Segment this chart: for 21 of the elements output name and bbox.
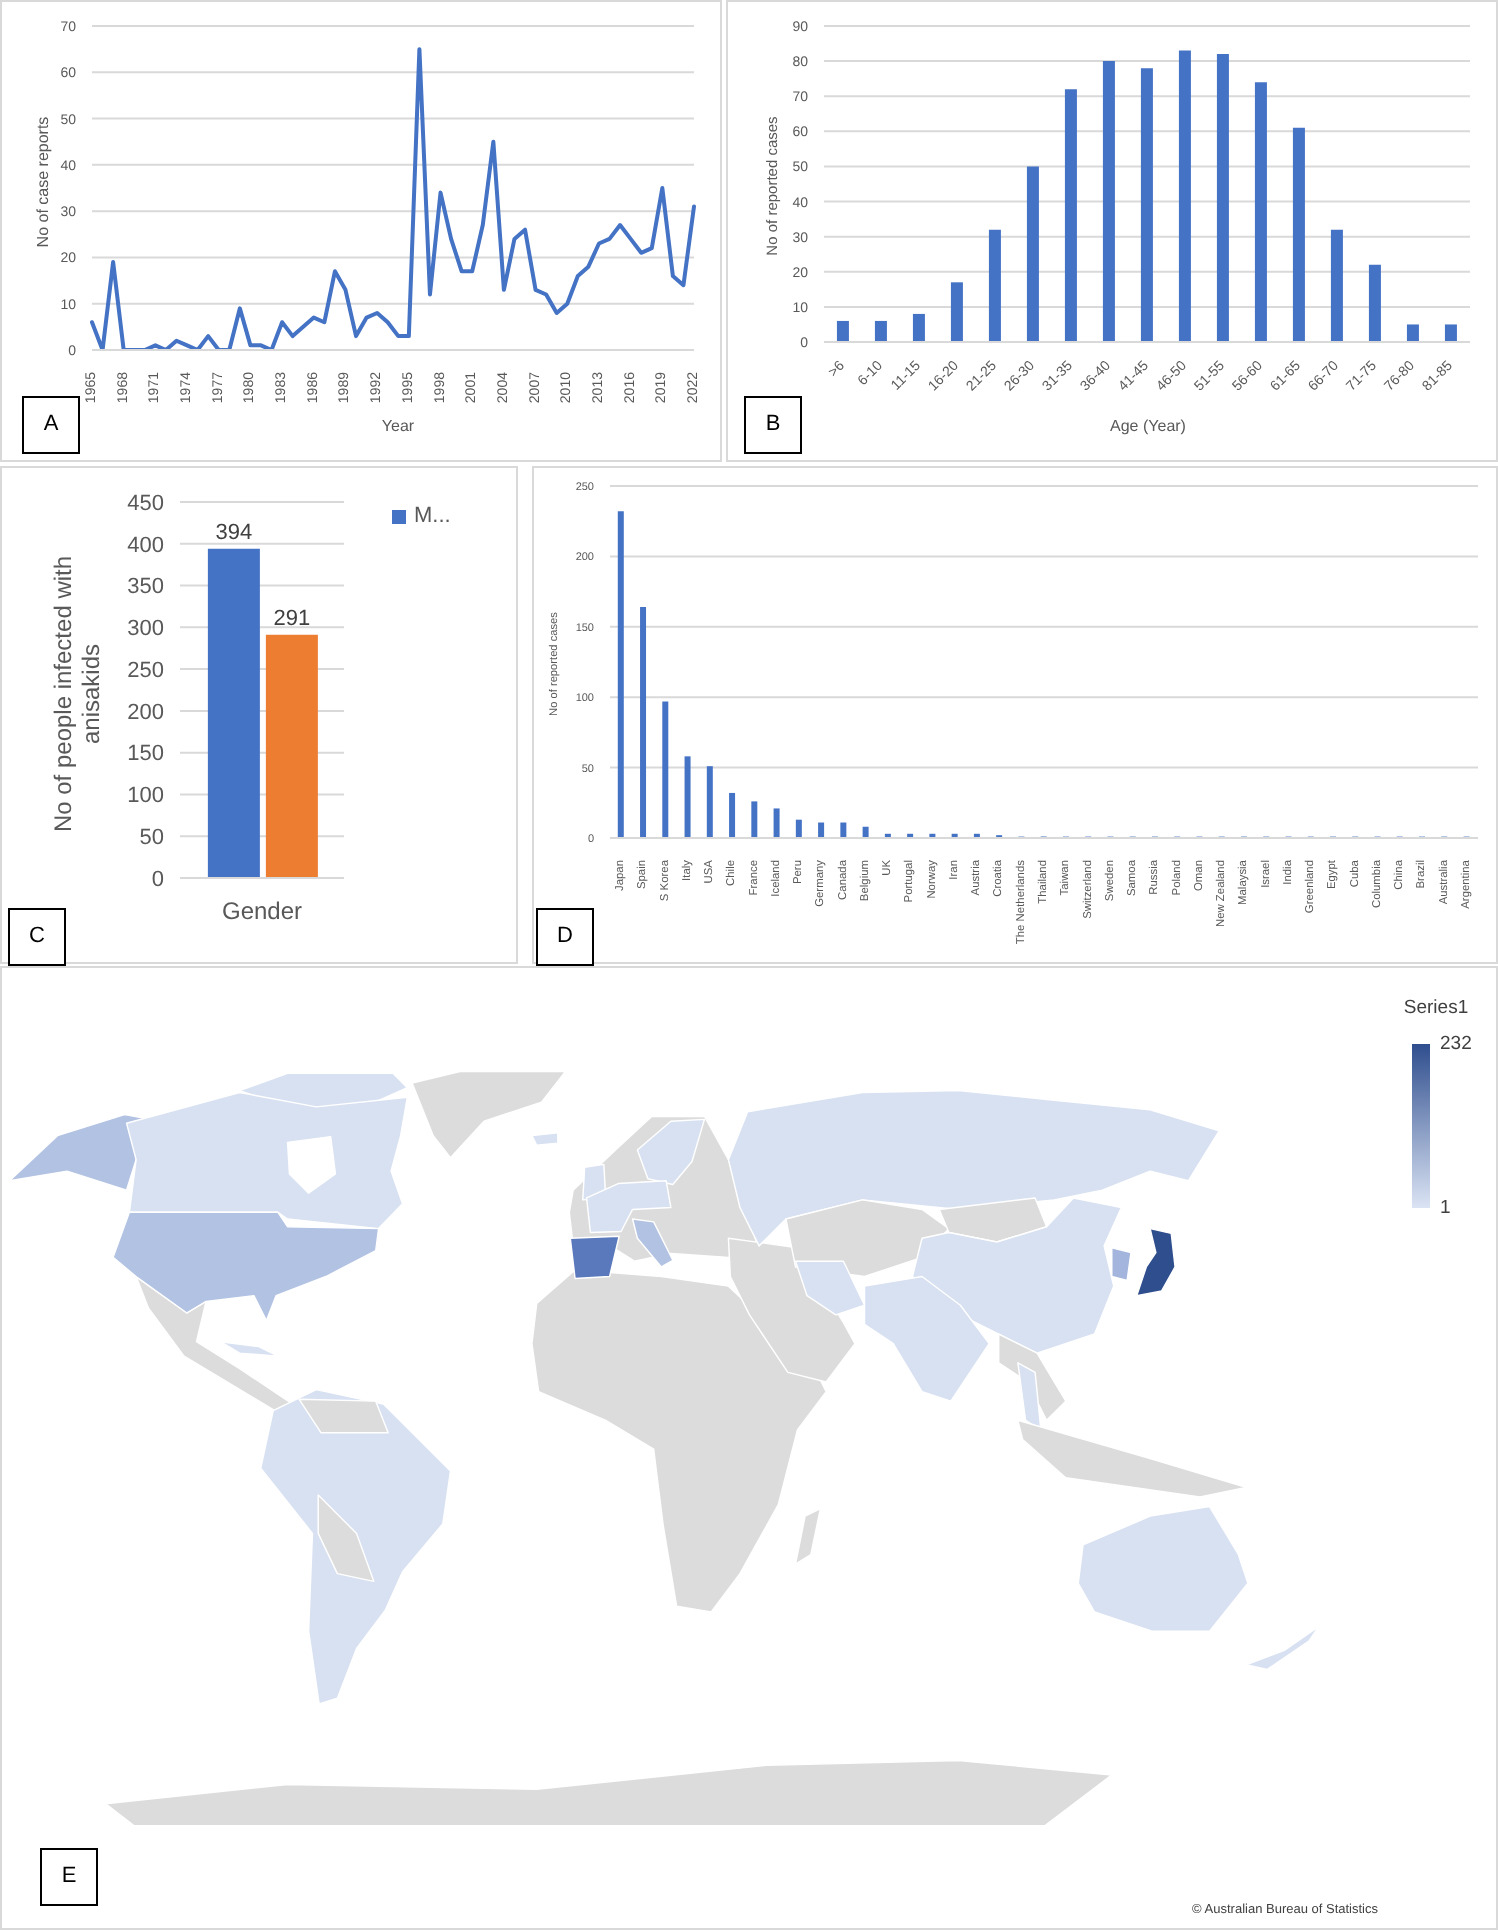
y-tick-label: 200 [127,700,164,725]
x-tick-label: Gender [221,897,303,926]
legend-label: M... [414,504,451,528]
data-label: 394 [215,520,253,545]
color-bar-title: Series1 [1403,997,1469,1019]
x-axis-title: Age (Year) [1110,417,1186,435]
text: 1 [1440,1197,1451,1219]
y-tick-label: 450 [127,491,164,516]
y-tick-label: 100 [127,784,164,809]
y-tick-label: 300 [127,617,164,642]
y-tick-label: 150 [127,742,164,767]
y-axis-title: No of people infected with anisakids [49,553,107,837]
y-tick-label: 0 [151,867,164,892]
data-label: 291 [273,606,311,631]
y-tick-label: 50 [139,826,164,851]
y-tick-label: 250 [127,658,164,683]
text: 232 [1440,1033,1472,1055]
x-axis-title: Year [381,417,415,435]
y-tick-label: 350 [127,575,164,600]
y-axis-title: No of case reports [34,114,54,252]
y-tick-label: 400 [127,533,164,558]
